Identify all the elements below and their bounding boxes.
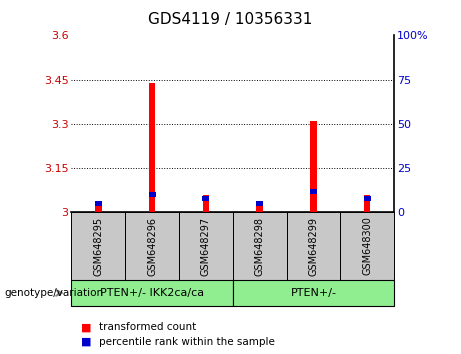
Bar: [148, 192, 156, 198]
Text: GSM648298: GSM648298: [254, 217, 265, 275]
Bar: [149, 82, 155, 212]
Bar: [233, 212, 287, 280]
Text: PTEN+/- IKK2ca/ca: PTEN+/- IKK2ca/ca: [100, 288, 204, 298]
Bar: [71, 212, 125, 280]
Text: PTEN+/-: PTEN+/-: [290, 288, 337, 298]
Text: GDS4119 / 10356331: GDS4119 / 10356331: [148, 12, 313, 27]
Bar: [364, 195, 371, 212]
Bar: [95, 204, 101, 212]
Bar: [340, 212, 394, 280]
Text: ■: ■: [81, 337, 91, 347]
Bar: [71, 280, 233, 306]
Bar: [287, 212, 340, 280]
Bar: [202, 196, 209, 201]
Bar: [256, 204, 263, 212]
Text: ■: ■: [81, 322, 91, 332]
Text: transformed count: transformed count: [99, 322, 196, 332]
Bar: [125, 212, 179, 280]
Bar: [233, 280, 394, 306]
Bar: [203, 195, 209, 212]
Bar: [256, 201, 263, 206]
Bar: [179, 212, 233, 280]
Text: GSM648296: GSM648296: [147, 217, 157, 275]
Text: GSM648299: GSM648299: [308, 217, 319, 275]
Text: GSM648297: GSM648297: [201, 216, 211, 276]
Bar: [364, 196, 371, 201]
Text: GSM648295: GSM648295: [93, 216, 103, 276]
Text: GSM648300: GSM648300: [362, 217, 372, 275]
Bar: [95, 201, 102, 206]
Bar: [310, 121, 317, 212]
Text: percentile rank within the sample: percentile rank within the sample: [99, 337, 275, 347]
Text: genotype/variation: genotype/variation: [5, 288, 104, 298]
Bar: [310, 189, 317, 194]
